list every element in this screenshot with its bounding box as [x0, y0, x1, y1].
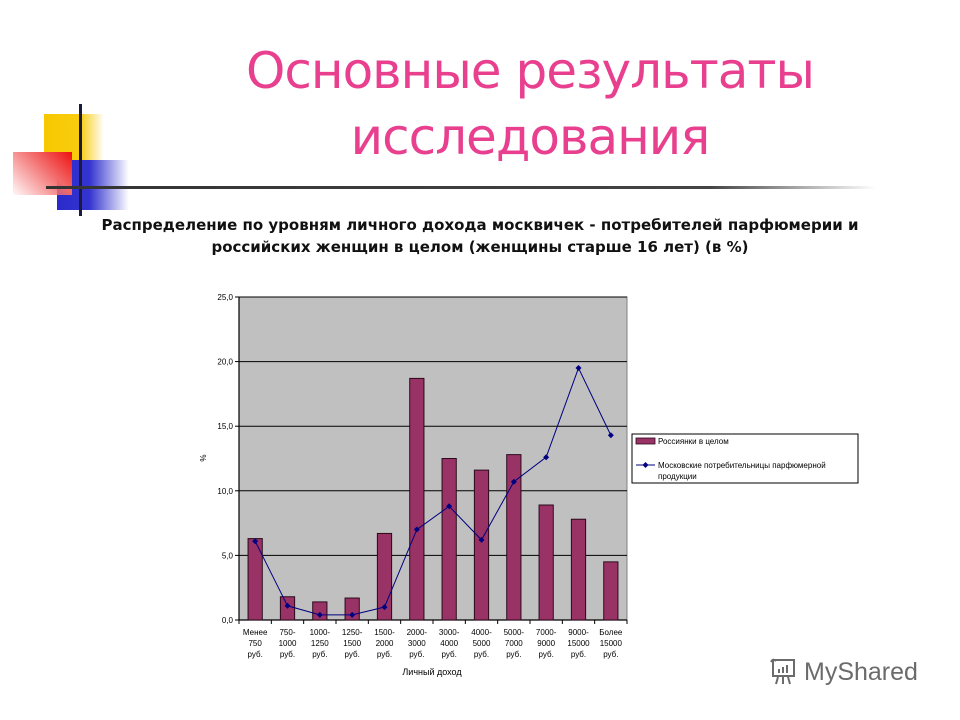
myshared-watermark: MyShared — [768, 657, 918, 687]
legend-box — [631, 433, 859, 484]
line-marker — [575, 365, 582, 372]
x-tick-label: 5000- — [504, 628, 525, 637]
x-tick-label: 2000- — [407, 628, 428, 637]
chart-legend: Россиянки в целом Московские потребительн… — [631, 433, 859, 484]
line-marker — [607, 432, 614, 439]
bar-russian-women — [603, 561, 619, 621]
x-tick-label: 7000 — [505, 639, 523, 648]
chart-subtitle-line1: Распределение по уровням личного дохода … — [101, 216, 859, 234]
x-tick-label: 3000 — [408, 639, 426, 648]
chart-subtitle: Распределение по уровням личного дохода … — [40, 214, 920, 258]
x-tick-label: руб. — [345, 650, 360, 659]
x-tick-label: руб. — [280, 650, 295, 659]
y-tick-label: 5,0 — [222, 551, 234, 560]
y-axis-label: % — [199, 454, 208, 461]
decor-horizontal-line — [46, 186, 876, 189]
x-tick-label: 3000- — [439, 628, 460, 637]
x-tick-label: 1250- — [342, 628, 363, 637]
x-tick-label: 2000 — [376, 639, 394, 648]
y-tick-label: 0,0 — [222, 616, 234, 625]
x-tick-label: 1000 — [279, 639, 297, 648]
x-tick-label: Менее — [243, 628, 268, 637]
x-tick-label: руб. — [603, 650, 618, 659]
bar-russian-women — [312, 601, 328, 621]
legend-bar-swatch — [635, 437, 656, 445]
decor-vertical-line — [79, 104, 82, 216]
slide-title-line1: Основные результаты — [246, 42, 815, 100]
x-tick-label: руб. — [571, 650, 586, 659]
plot-background — [238, 296, 628, 621]
bar-russian-women — [570, 518, 587, 621]
line-marker — [510, 478, 517, 485]
x-tick-label: руб. — [442, 650, 457, 659]
legend-label-moscow-line2: продукции — [658, 472, 697, 481]
line-marker — [543, 454, 550, 461]
x-tick-label: руб. — [377, 650, 392, 659]
legend-label-moscow-line1: Московские потребительницы парфюмерной — [658, 461, 826, 470]
line-marker — [316, 611, 323, 618]
y-tick-label: 15,0 — [217, 422, 233, 431]
slide-title: Основные результаты исследования — [200, 38, 860, 170]
chart-subtitle-line2: российских женщин в целом (женщины старш… — [211, 238, 749, 256]
x-tick-label: 15000 — [567, 639, 590, 648]
x-tick-label: руб. — [539, 650, 554, 659]
y-tick-label: 20,0 — [217, 358, 233, 367]
bar-russian-women — [441, 458, 457, 621]
x-tick-label: 9000- — [568, 628, 589, 637]
slide-title-line2: исследования — [350, 108, 711, 166]
x-tick-label: 1250 — [311, 639, 329, 648]
x-tick-label: руб. — [506, 650, 521, 659]
x-tick-label: руб. — [312, 650, 327, 659]
x-tick-label: 4000 — [440, 639, 458, 648]
line-moscow-consumers — [254, 366, 612, 616]
x-tick-label: 7000- — [536, 628, 557, 637]
line-marker — [446, 503, 453, 510]
x-tick-label: 15000 — [600, 639, 623, 648]
x-tick-label: 4000- — [471, 628, 492, 637]
line-marker — [413, 526, 420, 533]
y-tick-label: 10,0 — [217, 487, 233, 496]
plot-area: 0,0 5,0 10,0 15,0 20,0 25,0 Менее 750 руб. 750- 10… — [217, 293, 628, 659]
line-marker — [478, 536, 485, 543]
presentation-board-icon — [770, 658, 795, 685]
x-tick-label: руб. — [409, 650, 424, 659]
legend-marker — [642, 462, 649, 468]
x-tick-label: 5000 — [473, 639, 491, 648]
x-tick-label: 750 — [248, 639, 262, 648]
x-tick-label: Более — [599, 628, 623, 637]
line-marker — [252, 538, 259, 545]
x-tick-label: руб. — [248, 650, 263, 659]
x-tick-label: руб. — [474, 650, 489, 659]
x-tick-label: 9000 — [537, 639, 555, 648]
x-tick-label: 750- — [279, 628, 295, 637]
line-marker — [381, 604, 388, 611]
x-tick-label: 1500- — [374, 628, 395, 637]
x-tick-label: 1000- — [310, 628, 331, 637]
legend-label-russian-women: Россиянки в целом — [658, 437, 729, 446]
line-marker — [349, 611, 356, 618]
bar-russian-women — [538, 504, 554, 621]
bar-russian-women — [409, 377, 425, 621]
y-tick-label: 25,0 — [217, 293, 233, 302]
x-tick-label: 1500 — [343, 639, 361, 648]
x-axis-label: Личный доход — [402, 667, 462, 677]
watermark-text: MyShared — [804, 657, 918, 686]
bar-russian-women — [506, 454, 522, 621]
line-marker — [284, 602, 291, 609]
bar-russian-women — [473, 469, 490, 621]
